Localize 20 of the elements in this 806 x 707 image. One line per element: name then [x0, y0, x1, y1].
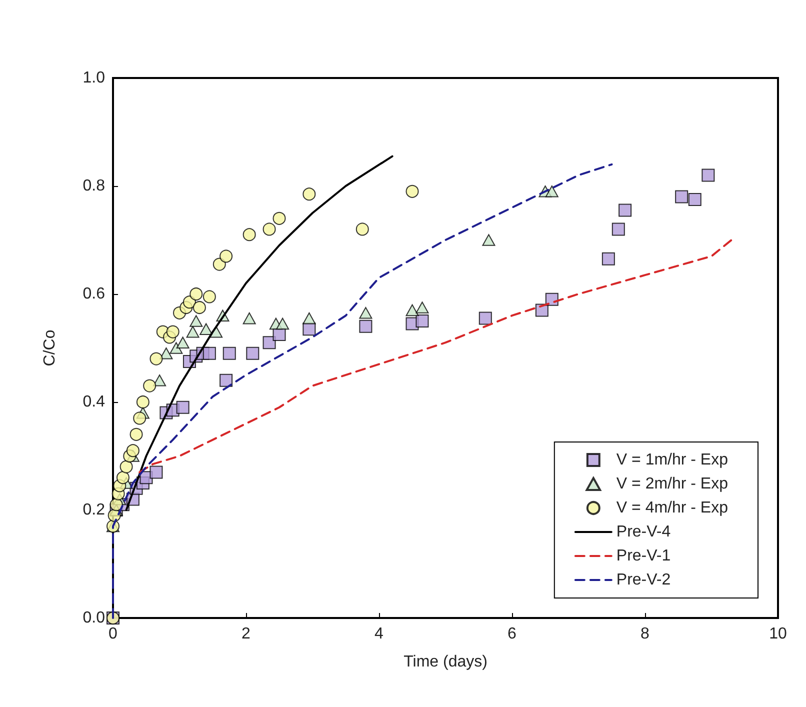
x-tick-label: 8	[640, 626, 650, 642]
y-tick-label: 0.8	[82, 178, 106, 194]
legend-label: Pre-V-2	[616, 572, 671, 588]
legend-label: V = 1m/hr - Exp	[616, 452, 728, 468]
x-tick-label: 4	[374, 626, 384, 642]
y-axis-title: C/Co	[42, 330, 58, 366]
y-tick-label: 0.6	[82, 286, 106, 302]
legend-label: V = 4m/hr - Exp	[616, 500, 728, 516]
x-tick-label: 6	[508, 626, 517, 642]
x-axis-title: Time (days)	[404, 654, 488, 670]
legend-label: Pre-V-4	[616, 524, 671, 540]
legend-label: Pre-V-1	[616, 548, 671, 564]
x-tick-label: 2	[242, 626, 251, 642]
y-tick-label: 0.0	[82, 610, 106, 626]
y-tick-label: 0.2	[82, 502, 106, 518]
y-tick-label: 1.0	[82, 70, 106, 86]
legend-label: V = 2m/hr - Exp	[616, 476, 728, 492]
x-tick-label: 10	[769, 626, 787, 642]
y-tick-label: 0.4	[82, 394, 106, 410]
x-tick-label: 0	[108, 626, 118, 642]
